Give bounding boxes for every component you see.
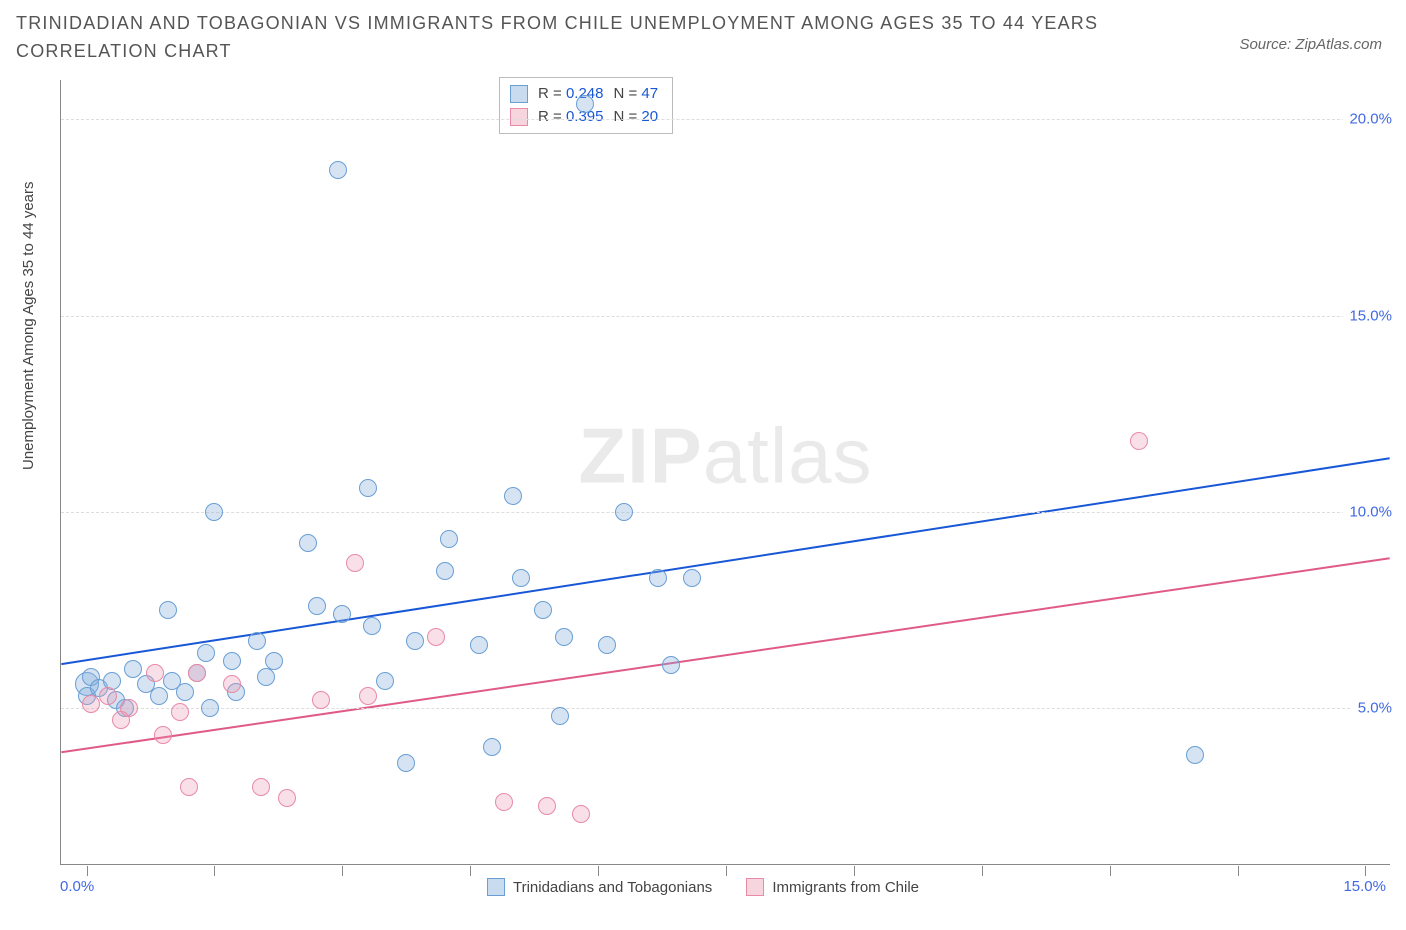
x-tick [854, 866, 855, 876]
stats-r-label-1: R = [538, 108, 566, 125]
legend-item-0: Trinidadians and Tobagonians [487, 878, 712, 896]
marker-series-0 [257, 668, 275, 686]
legend-swatch-pink-icon [746, 878, 764, 896]
marker-series-0 [248, 632, 266, 650]
grid-line [61, 119, 1390, 120]
marker-series-0 [576, 95, 594, 113]
grid-line [61, 708, 1390, 709]
x-tick [1365, 866, 1366, 876]
stats-r-label-0: R = [538, 85, 566, 102]
marker-series-1 [1130, 432, 1148, 450]
x-tick [214, 866, 215, 876]
marker-series-0 [683, 569, 701, 587]
source-citation: Source: ZipAtlas.com [1239, 36, 1382, 53]
stats-n-label-1: N = [613, 108, 641, 125]
plot-area: ZIPatlas R = 0.248 N = 47 R = 0.395 N = … [60, 80, 1390, 865]
marker-series-1 [99, 687, 117, 705]
marker-series-0 [504, 487, 522, 505]
marker-series-0 [436, 562, 454, 580]
marker-series-1 [171, 703, 189, 721]
marker-series-0 [363, 617, 381, 635]
stats-n-label-0: N = [613, 85, 641, 102]
y-tick-label: 15.0% [1343, 307, 1392, 324]
chart-title: TRINIDADIAN AND TOBAGONIAN VS IMMIGRANTS… [16, 10, 1156, 66]
marker-series-0 [406, 632, 424, 650]
marker-series-0 [265, 652, 283, 670]
marker-series-0 [555, 628, 573, 646]
bottom-legend: Trinidadians and Tobagonians Immigrants … [0, 878, 1406, 896]
marker-series-1 [572, 805, 590, 823]
marker-series-0 [359, 479, 377, 497]
legend-label-0: Trinidadians and Tobagonians [513, 879, 712, 896]
marker-series-0 [1186, 746, 1204, 764]
y-tick-label: 5.0% [1352, 700, 1392, 717]
grid-line [61, 316, 1390, 317]
swatch-blue-icon [510, 85, 528, 103]
marker-series-0 [598, 636, 616, 654]
marker-series-1 [180, 778, 198, 796]
marker-series-1 [359, 687, 377, 705]
marker-series-0 [299, 534, 317, 552]
x-tick [598, 866, 599, 876]
marker-series-0 [615, 503, 633, 521]
x-tick [342, 866, 343, 876]
trend-line [61, 558, 1389, 752]
marker-series-1 [312, 691, 330, 709]
marker-series-1 [252, 778, 270, 796]
marker-series-0 [124, 660, 142, 678]
y-tick-label: 10.0% [1343, 503, 1392, 520]
marker-series-1 [538, 797, 556, 815]
marker-series-0 [376, 672, 394, 690]
marker-series-0 [201, 699, 219, 717]
x-tick [1110, 866, 1111, 876]
legend-swatch-blue-icon [487, 878, 505, 896]
marker-series-0 [329, 161, 347, 179]
marker-series-0 [440, 530, 458, 548]
watermark-zip: ZIP [578, 412, 702, 500]
marker-series-0 [649, 569, 667, 587]
legend-label-1: Immigrants from Chile [772, 879, 919, 896]
x-tick [982, 866, 983, 876]
marker-series-0 [205, 503, 223, 521]
marker-series-1 [120, 699, 138, 717]
marker-series-1 [146, 664, 164, 682]
marker-series-0 [483, 738, 501, 756]
marker-series-0 [308, 597, 326, 615]
marker-series-0 [662, 656, 680, 674]
legend-item-1: Immigrants from Chile [746, 878, 919, 896]
marker-series-1 [427, 628, 445, 646]
marker-series-0 [159, 601, 177, 619]
marker-series-1 [495, 793, 513, 811]
marker-series-1 [223, 675, 241, 693]
marker-series-0 [176, 683, 194, 701]
watermark-atlas: atlas [703, 412, 873, 500]
x-tick [87, 866, 88, 876]
x-tick [1238, 866, 1239, 876]
marker-series-1 [82, 695, 100, 713]
grid-line [61, 512, 1390, 513]
marker-series-0 [397, 754, 415, 772]
marker-series-0 [512, 569, 530, 587]
marker-series-0 [333, 605, 351, 623]
x-tick [726, 866, 727, 876]
swatch-pink-icon [510, 108, 528, 126]
y-tick-label: 20.0% [1343, 111, 1392, 128]
stats-n-value-1: 20 [641, 108, 658, 125]
marker-series-0 [534, 601, 552, 619]
y-axis-label: Unemployment Among Ages 35 to 44 years [20, 181, 37, 470]
marker-series-0 [197, 644, 215, 662]
marker-series-0 [551, 707, 569, 725]
marker-series-1 [154, 726, 172, 744]
watermark: ZIPatlas [578, 411, 872, 502]
marker-series-1 [188, 664, 206, 682]
x-tick [470, 866, 471, 876]
stats-n-value-0: 47 [641, 85, 658, 102]
marker-series-0 [150, 687, 168, 705]
marker-series-1 [346, 554, 364, 572]
marker-series-0 [470, 636, 488, 654]
marker-series-0 [223, 652, 241, 670]
marker-series-1 [278, 789, 296, 807]
